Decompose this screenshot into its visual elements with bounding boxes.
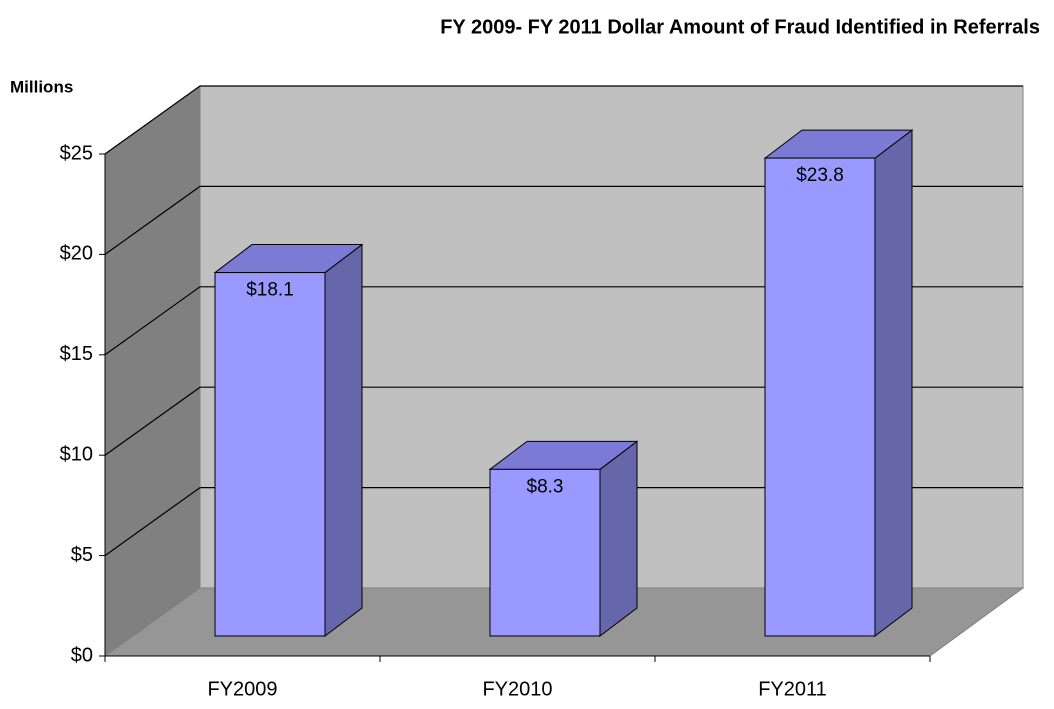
bar-side xyxy=(874,129,913,638)
y-tick-label: $10 xyxy=(60,443,93,465)
bar xyxy=(764,157,876,637)
bar-side xyxy=(599,440,638,638)
value-label: $8.3 xyxy=(527,476,564,497)
grid-line xyxy=(104,487,1023,557)
bar xyxy=(214,272,326,637)
grid-line xyxy=(104,85,1023,155)
chart-title: FY 2009- FY 2011 Dollar Amount of Fraud … xyxy=(440,16,1040,38)
grid-line xyxy=(104,386,1023,456)
x-tick-label: FY2010 xyxy=(482,678,552,700)
side-wall xyxy=(104,85,201,657)
y-tick-label: $5 xyxy=(71,544,93,566)
y-tick-label: $25 xyxy=(60,142,93,164)
x-tick-label: FY2011 xyxy=(758,678,827,700)
grid-line xyxy=(104,185,1023,255)
y-tick-label: $0 xyxy=(71,644,93,666)
grid-line xyxy=(104,286,1023,356)
y-axis-label: Millions xyxy=(10,77,73,96)
y-tick-label: $20 xyxy=(60,243,93,265)
bar xyxy=(489,468,601,637)
value-label: $23.8 xyxy=(796,165,844,186)
x-tick-label: FY2009 xyxy=(207,678,277,700)
value-label: $18.1 xyxy=(246,280,294,301)
bar-side xyxy=(324,243,363,638)
y-tick-label: $15 xyxy=(60,343,93,365)
